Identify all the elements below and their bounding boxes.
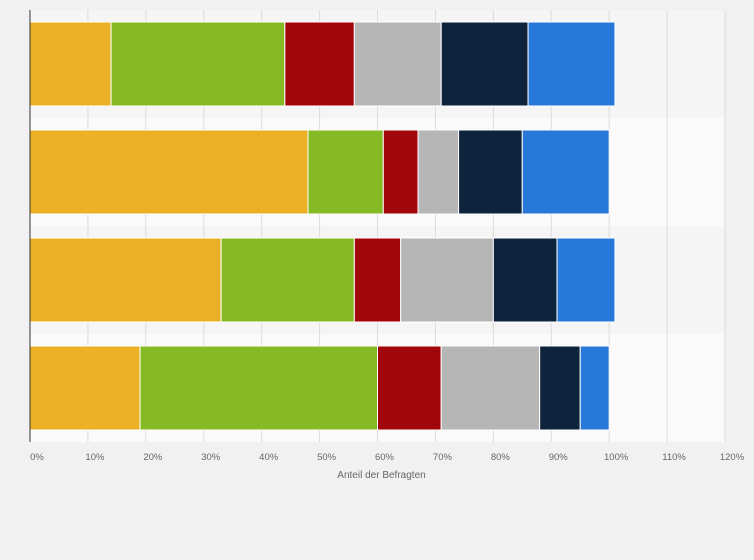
x-axis-tick-labels: 0% 10% 20% 30% 40% 50% 60% 70% 80% 90% 100% 110% 120… (30, 452, 745, 463)
x-tick-label: 60% (375, 452, 395, 463)
x-tick-label: 40% (259, 452, 279, 463)
bar-segment-1-1[interactable] (29, 21, 112, 107)
bar-segment-2-6[interactable] (521, 129, 610, 215)
bar-segment-4-4[interactable] (440, 345, 541, 431)
bar-segment-3-2[interactable] (220, 237, 355, 323)
bar-segment-2-2[interactable] (307, 129, 384, 215)
x-tick-label: 70% (433, 452, 453, 463)
bar-segment-3-1[interactable] (29, 237, 222, 323)
bar-segment-4-5[interactable] (539, 345, 581, 431)
bar-segment-3-5[interactable] (492, 237, 558, 323)
x-tick-label: 20% (143, 452, 163, 463)
x-tick-label: 110% (662, 452, 686, 463)
bar-segment-4-2[interactable] (139, 345, 378, 431)
x-tick-label: 90% (549, 452, 569, 463)
x-tick-label: 10% (85, 452, 105, 463)
bar-segment-2-4[interactable] (417, 129, 460, 215)
x-tick-label: 120% (720, 452, 745, 463)
bar-segment-4-6[interactable] (579, 345, 610, 431)
x-tick-label: 50% (317, 452, 337, 463)
bar-segment-2-3[interactable] (382, 129, 419, 215)
x-axis-title: Anteil der Befragten (337, 470, 425, 481)
bar-segment-2-1[interactable] (29, 129, 309, 215)
bar-segment-1-3[interactable] (284, 21, 355, 107)
bar-segment-4-3[interactable] (377, 345, 442, 431)
x-tick-label: 30% (201, 452, 221, 463)
x-tick-label: 0% (30, 452, 44, 463)
bar-segment-4-1[interactable] (29, 345, 141, 431)
bar-segment-3-6[interactable] (556, 237, 616, 323)
bar-segment-1-5[interactable] (440, 21, 529, 107)
bar-segment-3-4[interactable] (400, 237, 494, 323)
x-tick-label: 80% (491, 452, 511, 463)
bar-segment-2-5[interactable] (458, 129, 523, 215)
bars (29, 21, 616, 431)
bar-segment-1-6[interactable] (527, 21, 616, 107)
bar-segment-1-2[interactable] (110, 21, 286, 107)
x-tick-label: 100% (604, 452, 629, 463)
bar-segment-3-3[interactable] (353, 237, 402, 323)
bar-segment-1-4[interactable] (353, 21, 442, 107)
